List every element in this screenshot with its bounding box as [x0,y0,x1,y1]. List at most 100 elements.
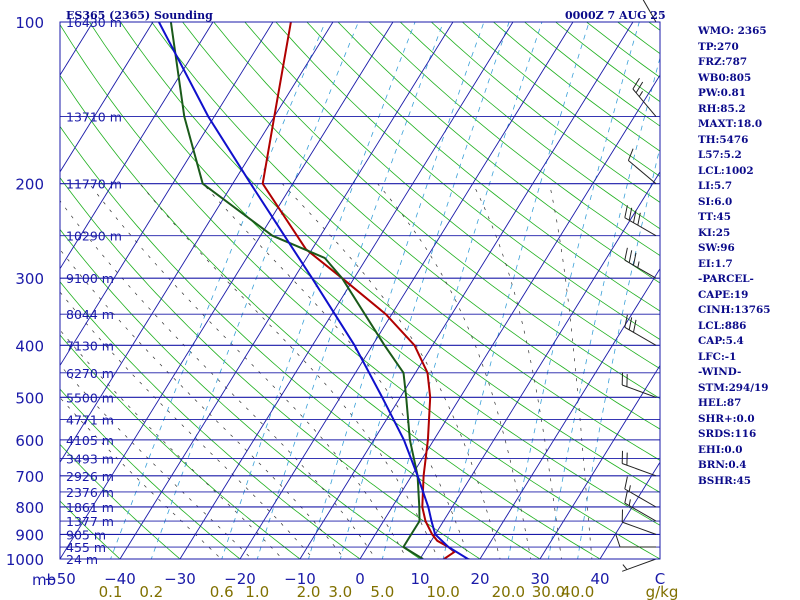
height-label: 4105 m [66,433,114,448]
moist-adiabat-line [549,183,593,559]
index-item: FRZ:787 [698,56,748,68]
height-label: 5500 m [66,390,114,405]
mixing-ratio-line [256,22,444,559]
sounding-title: ES365 (2365) Sounding [66,9,213,22]
mixing-ratio-line [339,22,510,559]
temperature-tick-label: −30 [164,570,196,588]
dry-adiabat-line [60,443,181,559]
temperature-tick-label: 20 [470,570,489,588]
pressure-tick-label: 400 [15,337,44,355]
dry-adiabat-line [244,22,660,370]
pressure-tick-label: 800 [15,499,44,517]
index-item: SRDS:116 [698,428,757,440]
temperature-tick-label: −40 [104,570,136,588]
height-label: 13710 m [66,110,122,125]
stability-indices-list: WMO: 2365 TP:270 FRZ:787 WB0:805 PW:0.81 RH:8… [698,24,770,489]
wind-barb [621,509,657,535]
index-item: STM:294/19 [698,381,769,394]
temperature-tick-label: 0 [355,570,365,588]
observation-time: 0000Z 7 AUG 25 [565,9,666,22]
wind-barb [624,247,657,279]
dry-adiabat-line [60,74,601,559]
isotherm-line [299,22,634,559]
isotherm-line [599,461,660,559]
height-label: 1377 m [66,514,114,529]
isotherm-line [539,364,660,559]
pressure-tick-label: 500 [15,389,44,407]
index-item: CINH:13765 [698,304,771,316]
isotherm-line [119,22,454,559]
isotherm-line [60,22,394,559]
index-item: BSHR:45 [698,474,752,487]
moist-adiabat-line [472,183,562,559]
mixing-ratio-label: 3.0 [328,583,352,600]
mixing-ratio-label: 5.0 [370,583,394,600]
mixing-ratio-label: 40.0 [561,583,594,600]
mixing-ratio-label: 0.1 [99,583,123,600]
height-label: 1861 m [66,500,114,515]
wind-barb [624,314,657,346]
wind-barb [642,0,657,23]
index-item: HEL:87 [698,397,742,409]
isotherm-line [179,22,514,559]
moist-adiabat-line [60,200,377,559]
index-item: PW:0.81 [698,87,746,99]
pressure-tick-label: 200 [15,176,44,194]
dry-adiabat-line [60,500,121,559]
dry-adiabat-line [60,125,541,559]
dry-adiabat-line [368,22,660,257]
index-item: -PARCEL- [698,273,754,285]
dry-adiabat-line [306,22,660,312]
dry-adiabat-line [213,22,660,400]
index-item: LCL:886 [698,319,747,332]
dry-adiabat-line [182,22,660,430]
mixing-ratio-label: 2.0 [297,583,321,600]
temperature-tick-label: −20 [224,570,256,588]
dry-adiabat-line [275,22,660,340]
mixing-ratio-label: 1.0 [245,583,269,600]
height-label: 905 m [66,527,106,542]
dewpoint-profile-line [169,22,424,559]
dry-adiabat-line [60,177,481,559]
wind-barb [615,534,656,548]
wind-barb [624,490,657,522]
isotherm-line [419,171,660,559]
index-item: EI:1.7 [698,257,733,270]
temperature-tick-label: −50 [44,570,76,588]
height-label: 11770 m [66,177,122,192]
isotherms [60,22,660,559]
temperature-tick-label: C [655,570,665,588]
mixing-ratio-line [381,22,543,559]
mixing-ratio-lines [110,22,660,559]
isotherm-line [60,22,154,173]
height-label: 10290 m [66,229,122,244]
height-label: 7130 m [66,338,114,353]
wind-barb [632,77,657,117]
pressure-tick-label: 600 [15,432,44,450]
wind-barb [621,372,657,398]
index-item: L57:5.2 [698,149,742,161]
moist-adiabat-line [89,183,408,559]
pressure-unit-label: mb [32,571,56,589]
index-item: WB0:805 [698,71,752,84]
index-item: BRN:0.4 [698,459,747,471]
dry-adiabat-line [337,22,660,284]
isotherm-line [60,22,274,367]
dry-adiabat-line [60,334,301,559]
wind-barb [624,205,657,237]
pressure-tick-label: 300 [15,270,44,288]
height-label: 4771 m [66,413,114,428]
pressure-tick-label: 700 [15,468,44,486]
sounding-series [158,22,469,559]
plot-background [60,22,660,559]
mixing-ratio-label: 0.6 [210,583,234,600]
mixing-ratio-label: 30.0 [532,583,565,600]
mixing-ratio-line [442,22,590,559]
height-label: 3493 m [66,452,114,467]
moist-adiabat-line [60,248,345,559]
mixing-ratio-label: 20.0 [492,583,525,600]
height-label: 2926 m [66,469,114,484]
wind-barbs [615,0,657,572]
index-item: LFC:-1 [698,350,737,363]
